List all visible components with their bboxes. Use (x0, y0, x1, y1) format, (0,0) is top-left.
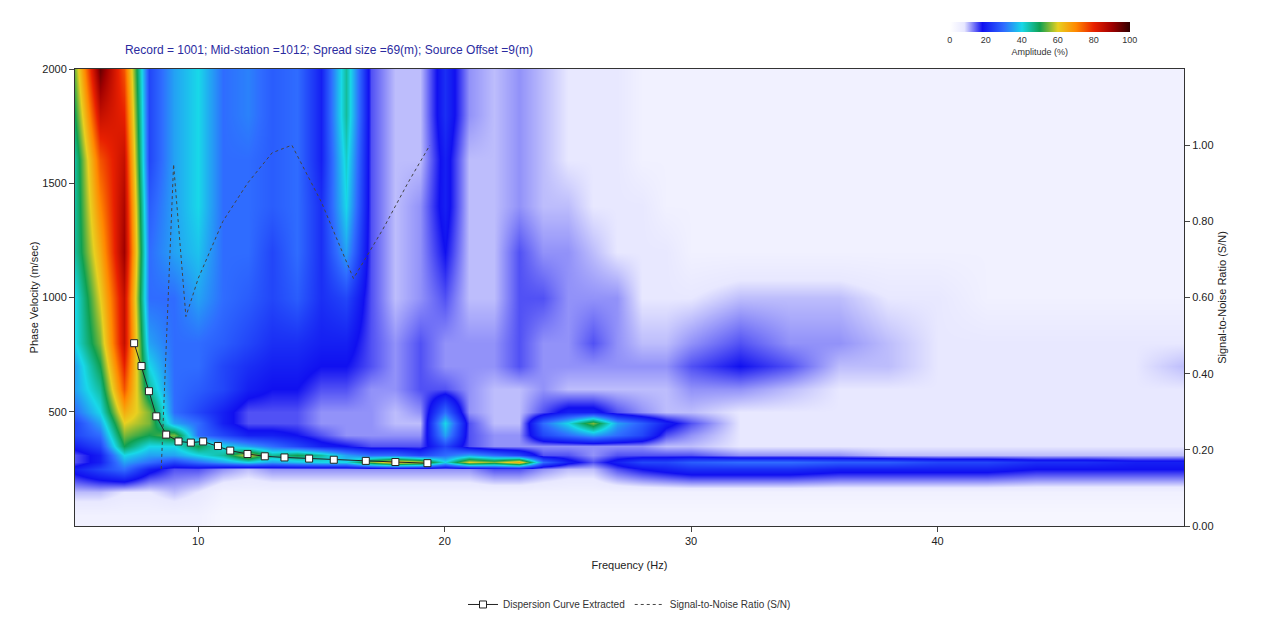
svg-text:2000: 2000 (42, 63, 66, 75)
svg-text:40: 40 (1017, 35, 1027, 45)
svg-text:Record = 1001; Mid-station =10: Record = 1001; Mid-station =1012; Spread… (125, 43, 533, 57)
svg-text:Phase Velocity (m/sec): Phase Velocity (m/sec) (28, 242, 40, 354)
svg-text:Frequency (Hz): Frequency (Hz) (592, 559, 668, 571)
svg-text:Signal-to-Noise Ratio (S/N): Signal-to-Noise Ratio (S/N) (1216, 231, 1228, 364)
svg-text:Signal-to-Noise Ratio (S/N): Signal-to-Noise Ratio (S/N) (670, 599, 791, 610)
svg-text:0.20: 0.20 (1192, 444, 1213, 456)
svg-text:0.40: 0.40 (1192, 368, 1213, 380)
svg-text:100: 100 (1122, 35, 1137, 45)
svg-text:1.00: 1.00 (1192, 139, 1213, 151)
svg-text:0.80: 0.80 (1192, 215, 1213, 227)
svg-text:60: 60 (1053, 35, 1063, 45)
svg-text:1000: 1000 (42, 291, 66, 303)
svg-text:1500: 1500 (42, 177, 66, 189)
svg-text:20: 20 (981, 35, 991, 45)
svg-text:40: 40 (931, 535, 943, 547)
svg-text:80: 80 (1089, 35, 1099, 45)
svg-text:Amplitude (%): Amplitude (%) (1012, 47, 1069, 57)
svg-text:10: 10 (192, 535, 204, 547)
svg-text:20: 20 (439, 535, 451, 547)
svg-text:0.00: 0.00 (1192, 520, 1213, 532)
svg-text:30: 30 (685, 535, 697, 547)
svg-text:Dispersion Curve Extracted: Dispersion Curve Extracted (503, 599, 625, 610)
svg-text:500: 500 (48, 406, 66, 418)
svg-text:0: 0 (947, 35, 952, 45)
svg-text:0.60: 0.60 (1192, 291, 1213, 303)
